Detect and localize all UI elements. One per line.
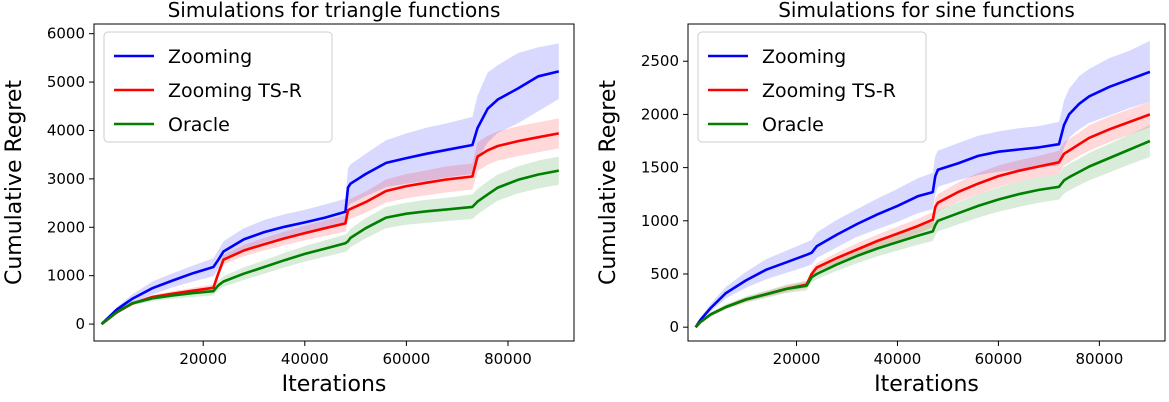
y-tick-label: 5000: [47, 73, 85, 91]
series-line-2: [100, 169, 560, 326]
y-tick-label: 2500: [641, 52, 679, 70]
legend-label-2: Oracle: [168, 114, 230, 136]
legend-label-1: Zooming TS-R: [168, 80, 302, 102]
y-tick-label: 0: [75, 315, 85, 333]
plot-frame: [93, 23, 575, 342]
legend-label-0: Zooming: [168, 46, 252, 68]
legend-box: [697, 31, 927, 143]
y-tick-label: 4000: [47, 121, 85, 139]
series-band-0: [101, 43, 559, 325]
legend-label-1: Zooming TS-R: [762, 80, 896, 102]
legend-box: [103, 31, 333, 143]
series-line-2: [694, 139, 1151, 329]
x-tick-label: 60000: [975, 350, 1023, 368]
y-tick-label: 1000: [47, 267, 85, 285]
series-band-0: [695, 41, 1150, 328]
y-tick-label: 1500: [641, 159, 679, 177]
y-axis-label: Cumulative Regret: [596, 80, 621, 285]
x-tick-label: 40000: [874, 350, 922, 368]
x-axis-label: Iterations: [282, 372, 387, 397]
series-band-1: [695, 101, 1150, 328]
chart-title: Simulations for triangle functions: [168, 0, 501, 22]
legend-label-2: Oracle: [762, 114, 824, 136]
y-tick-label: 500: [650, 265, 679, 283]
legend-label-0: Zooming: [762, 46, 846, 68]
x-tick-label: 20000: [179, 350, 227, 368]
y-tick-label: 3000: [47, 170, 85, 188]
series-band-2: [101, 156, 559, 325]
series-line-1: [100, 132, 560, 326]
y-tick-label: 0: [669, 318, 679, 336]
chart-triangle-functions: Simulations for triangle functions Itera…: [2, 0, 575, 397]
y-tick-label: 1000: [641, 212, 679, 230]
series-line-0: [100, 70, 560, 326]
x-tick-label: 80000: [1076, 350, 1124, 368]
x-tick-label: 40000: [281, 350, 329, 368]
x-tick-label: 60000: [383, 350, 431, 368]
y-axis-label: Cumulative Regret: [2, 80, 27, 285]
x-axis-label: Iterations: [874, 372, 979, 397]
plot-area: [694, 41, 1151, 329]
legend: Zooming Zooming TS-R Oracle: [697, 31, 927, 143]
legend: Zooming Zooming TS-R Oracle: [103, 31, 333, 143]
series-line-0: [694, 70, 1151, 328]
x-tick-label: 20000: [773, 350, 821, 368]
plot-area: [100, 43, 560, 326]
chart-title: Simulations for sine functions: [778, 0, 1075, 22]
series-band-1: [101, 118, 559, 325]
plot-frame: [687, 23, 1166, 342]
y-tick-label: 6000: [47, 25, 85, 43]
y-tick-label: 2000: [47, 218, 85, 236]
y-tick-label: 2000: [641, 105, 679, 123]
series-band-2: [695, 125, 1150, 328]
chart-sine-functions: Simulations for sine functions Iteration…: [596, 0, 1166, 397]
x-tick-label: 80000: [484, 350, 532, 368]
